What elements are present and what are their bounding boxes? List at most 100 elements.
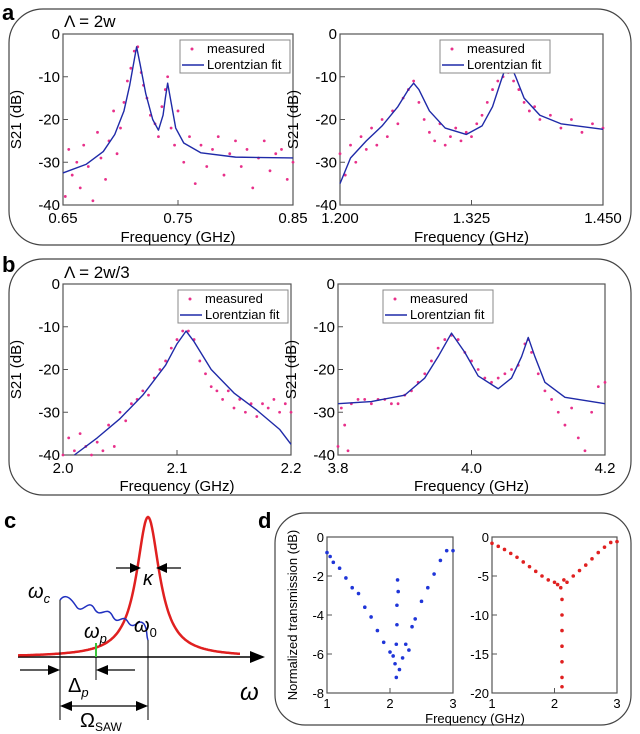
measured-point (512, 79, 515, 83)
chart-b-left: 2.0 2.1 2.2 0 -10 -20 -30 -40 Frequency (GHz) S21… (8, 276, 301, 495)
x-tick-label: 4.0 (461, 460, 482, 477)
measured-point (158, 368, 162, 371)
measured-point (556, 410, 560, 414)
measured-point (577, 568, 582, 573)
measured-point (232, 406, 236, 410)
y-axis-label: S21 (dB) (283, 340, 300, 399)
measured-point (590, 410, 594, 414)
measured-point (397, 667, 402, 672)
measured-point (391, 654, 395, 658)
measured-point (444, 548, 449, 553)
measured-point (188, 135, 191, 139)
measured-point (261, 402, 264, 406)
measured-point (193, 182, 197, 186)
measured-point (385, 135, 389, 139)
measured-point (73, 449, 76, 453)
measured-point (166, 75, 170, 79)
measured-point (395, 578, 400, 582)
measured-point (346, 449, 350, 453)
measured-point (410, 624, 414, 629)
measured-point (394, 675, 399, 680)
arrowhead (156, 563, 167, 573)
measured-point (289, 410, 293, 414)
measured-point (417, 101, 421, 104)
measured-point (198, 359, 202, 363)
measured-point (443, 143, 447, 147)
legend-measured-marker (393, 297, 397, 301)
measured-point (394, 642, 399, 647)
measured-point (475, 122, 479, 126)
lorentzian-fit-line (62, 46, 294, 174)
y-tick-label: -40 (313, 447, 335, 464)
measured-point (331, 560, 336, 565)
legend-fit-label: Lorentzian fit (205, 307, 280, 322)
legend-measured-label: measured (467, 41, 525, 56)
measured-point (175, 338, 179, 341)
measured-point (508, 551, 513, 556)
measured-point (555, 582, 560, 587)
measured-point (412, 79, 416, 83)
measured-point (396, 122, 400, 126)
measured-point (112, 445, 116, 448)
y-tick-label: -20 (313, 362, 335, 379)
x-tick-label: 4.2 (595, 460, 616, 477)
y-tick-label: 0 (52, 26, 60, 43)
measured-point (395, 603, 399, 608)
measured-point (228, 152, 232, 156)
panel-b-frame (8, 258, 632, 496)
plot-area (491, 536, 618, 694)
measured-point (390, 402, 393, 406)
x-tick-label: 1 (488, 696, 495, 711)
measured-point (560, 675, 564, 680)
measured-point (560, 660, 564, 664)
measured-point (336, 445, 340, 448)
kappa-label: κ (143, 568, 154, 590)
measured-point (583, 563, 588, 567)
measured-point (550, 398, 553, 401)
y-tick-label: -40 (38, 447, 60, 464)
measured-point (169, 346, 173, 350)
lorentzian-fit-line (337, 332, 606, 405)
measured-point (591, 122, 594, 126)
measured-point (602, 545, 607, 549)
measured-point (432, 572, 436, 576)
measured-point (522, 101, 526, 104)
measured-point (438, 558, 443, 563)
measured-point (262, 139, 266, 143)
measured-point (359, 135, 363, 139)
measured-point (560, 644, 564, 648)
measured-point (380, 118, 384, 121)
x-axis-label: Frequency (GHz) (425, 711, 525, 726)
measured-point (560, 628, 564, 633)
measured-point (255, 415, 259, 418)
measured-point (325, 550, 329, 555)
axis-arrowhead (250, 651, 265, 663)
measured-point (459, 139, 463, 143)
x-axis-label: Frequency (GHz) (120, 229, 235, 246)
measured-point (433, 139, 437, 143)
y-tick-label: 0 (317, 530, 324, 545)
measured-point (187, 329, 190, 333)
measured-point (375, 628, 380, 633)
measured-point (147, 393, 150, 397)
measured-point (443, 338, 447, 341)
measured-point (119, 126, 122, 130)
measured-point (338, 152, 342, 156)
measured-point (449, 135, 452, 139)
y-tick-label: 0 (327, 276, 335, 293)
measured-point (349, 143, 352, 147)
measured-point (90, 453, 93, 457)
x-tick-label: 1.325 (453, 210, 491, 227)
lorentzian-resonance-curve (18, 515, 240, 657)
measured-point (364, 148, 368, 151)
x-axis-label: Frequency (GHz) (119, 478, 234, 495)
measured-point (112, 109, 115, 113)
measured-point (356, 591, 361, 596)
y-tick-label: 0 (52, 276, 60, 293)
measured-point (480, 113, 484, 117)
chart-a-left: 0.65 0.75 0.85 0 -10 -20 -30 -40 Frequency (GHz)… (8, 26, 308, 246)
y-tick-label: -30 (38, 154, 60, 171)
